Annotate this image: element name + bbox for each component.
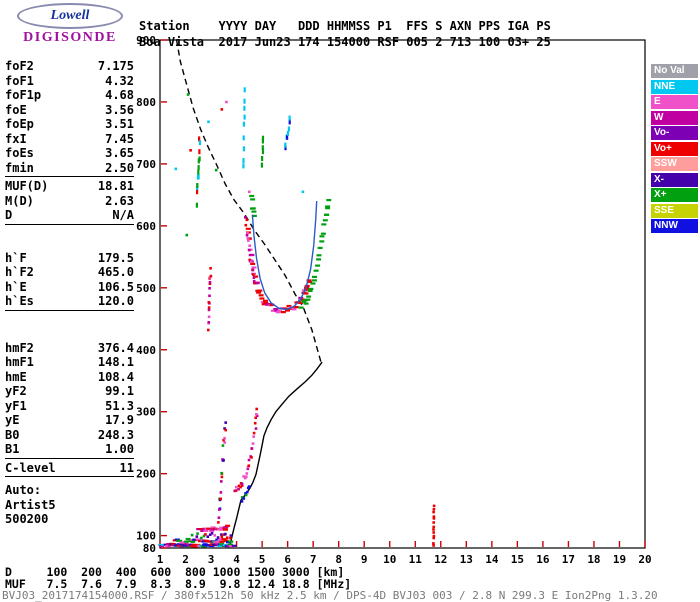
svg-text:8: 8: [335, 553, 342, 566]
parameter-row: foF2 7.175: [5, 59, 134, 73]
file-info-footer: BVJ03_2017174154000.RSF / 380fx512h 50 k…: [2, 589, 658, 602]
x-axis-ticks: 1 2 3 4 5 6 7 8 9 10 11 12 13 14 15 16 17 18 19 20: [157, 541, 652, 566]
profile-curves: [175, 39, 323, 547]
parameter-row: h`F2 465.0: [5, 265, 134, 279]
svg-text:900: 900: [136, 34, 156, 47]
svg-text:13: 13: [460, 553, 473, 566]
svg-text:600: 600: [136, 220, 156, 233]
svg-text:4: 4: [233, 553, 240, 566]
parameter-row: fxI 7.45: [5, 131, 134, 146]
legend-item-x+: X+: [651, 188, 698, 202]
direction-legend: No Val NNE E W Vo- Vo+ SSW X- X+ SSE NNW: [651, 64, 698, 235]
svg-text:800: 800: [136, 96, 156, 109]
parameter-row: h`F 179.5: [5, 250, 134, 265]
parameter-row: foF1p 4.68: [5, 88, 134, 102]
legend-item-noval: No Val: [651, 64, 698, 78]
legend-item-nnw: NNW: [651, 219, 698, 233]
svg-text:5: 5: [259, 553, 266, 566]
svg-text:300: 300: [136, 406, 156, 419]
echo-points: [158, 87, 436, 548]
svg-text:10: 10: [383, 553, 396, 566]
legend-item-ssw: SSW: [651, 157, 698, 171]
parameter-row: C-level 11: [5, 460, 134, 475]
parameter-row: hmF1 148.1: [5, 355, 134, 369]
svg-text:700: 700: [136, 158, 156, 171]
svg-text:6: 6: [284, 553, 291, 566]
svg-text:18: 18: [587, 553, 600, 566]
muf-distance-table: D 100 200 400 600 800 1000 1500 3000 [km…: [5, 566, 351, 590]
parameter-row: yF1 51.3: [5, 398, 134, 413]
legend-item-e: E: [651, 95, 698, 109]
panel-divider: [5, 457, 134, 459]
parameter-row: yF2 99.1: [5, 384, 134, 398]
parameter-row: fmin 2.50: [5, 160, 134, 175]
parameter-row: B1 1.00: [5, 442, 134, 456]
panel-divider: [5, 309, 134, 311]
panel-divider: [5, 476, 134, 477]
svg-text:200: 200: [136, 468, 156, 481]
parameter-group: Auto: Artist5 500200: [5, 483, 134, 527]
panel-divider: [5, 223, 134, 225]
svg-text:80: 80: [143, 542, 156, 555]
station-header: Station YYYY DAY DDD HHMMSS P1 FFS S AXN…: [139, 18, 551, 50]
parameter-row: Auto:: [5, 483, 42, 497]
logo-lowell-text: Lowell: [50, 8, 90, 23]
svg-text:2: 2: [182, 553, 189, 566]
parameter-row: foEp 3.51: [5, 117, 134, 131]
legend-item-sse: SSE: [651, 203, 698, 218]
parameter-panel: foF2 7.175 foF1 4.32 foF1p 4.68 foE 3.56 foEp 3.5…: [5, 59, 134, 527]
svg-text:100: 100: [136, 530, 156, 543]
parameter-row: M(D) 2.63: [5, 193, 134, 208]
parameter-row: D N/A: [5, 208, 134, 222]
svg-text:12: 12: [434, 553, 447, 566]
parameter-row: foE 3.56: [5, 102, 134, 117]
parameter-group: MUF(D) 18.81 M(D) 2.63 D N/A: [5, 179, 134, 223]
parameter-row: Artist5: [5, 497, 56, 512]
svg-text:16: 16: [536, 553, 550, 566]
svg-text:500: 500: [136, 282, 156, 295]
legend-item-nne: NNE: [651, 79, 698, 94]
svg-text:11: 11: [409, 553, 423, 566]
svg-text:7: 7: [310, 553, 317, 566]
svg-text:17: 17: [562, 553, 575, 566]
parameter-group: foF2 7.175 foF1 4.32 foF1p 4.68 foE 3.56 foEp 3.5…: [5, 59, 134, 175]
logo-digisonde-text: DIGISONDE: [23, 30, 117, 45]
lowell-digisonde-logo: Lowell DIGISONDE: [6, 3, 134, 46]
svg-text:20: 20: [638, 553, 651, 566]
lowell-logo-oval: Lowell: [17, 3, 123, 29]
svg-text:15: 15: [511, 553, 524, 566]
parameter-row: hmF2 376.4: [5, 340, 134, 355]
parameter-row: hmE 108.4: [5, 369, 134, 384]
parameter-row: 500200: [5, 512, 49, 526]
legend-item-x-: X-: [651, 172, 698, 187]
parameter-row: yE 17.9: [5, 413, 134, 427]
parameter-row: B0 248.3: [5, 427, 134, 442]
legend-item-vo+: Vo+: [651, 141, 698, 156]
svg-text:400: 400: [136, 344, 156, 357]
svg-text:14: 14: [485, 553, 499, 566]
svg-text:3: 3: [208, 553, 215, 566]
parameter-row: h`Es 120.0: [5, 294, 134, 308]
panel-divider: [5, 176, 134, 177]
muf-table-muf-row: MUF 7.5 7.6 7.9 8.3 8.9 9.8 12.4 18.8 [M…: [5, 577, 352, 591]
svg-text:9: 9: [361, 553, 368, 566]
muf-table-distance-row: D 100 200 400 600 800 1000 1500 3000 [km…: [5, 565, 345, 579]
fitted-o-trace-curve: [251, 201, 318, 311]
svg-text:1: 1: [157, 553, 164, 566]
svg-text:19: 19: [613, 553, 626, 566]
legend-item-vo-: Vo-: [651, 126, 698, 140]
parameter-group: h`F 179.5 h`F2 465.0 h`E 106.5 h`Es 120.0: [5, 251, 134, 309]
parameter-group: C-level 11: [5, 461, 134, 476]
parameter-row: foF1 4.32: [5, 73, 134, 88]
parameter-row: h`E 106.5: [5, 279, 134, 294]
parameter-row: MUF(D) 18.81: [5, 179, 134, 193]
legend-item-w: W: [651, 110, 698, 125]
parameter-row: foEs 3.65: [5, 146, 134, 160]
header-columns-line: Station YYYY DAY DDD HHMMSS P1 FFS S AXN…: [139, 19, 551, 33]
parameter-group: hmF2 376.4 hmF1 148.1 hmE 108.4 yF2 99.1 yF1 51.3…: [5, 341, 134, 457]
